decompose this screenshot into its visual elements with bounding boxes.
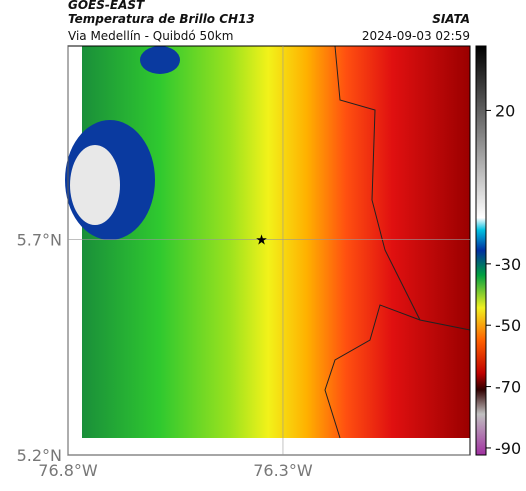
- y-tick-label: 5.7°N: [17, 231, 62, 250]
- station-marker: ★: [255, 233, 268, 249]
- colorbar-tick-label: -50: [495, 316, 521, 335]
- timestamp: 2024-09-03 02:59: [362, 29, 470, 43]
- border: [324, 45, 471, 439]
- subtitle: Via Medellín - Quibdó 50km: [68, 29, 233, 43]
- x-tick-label: 76.8°W: [38, 461, 98, 480]
- source: GOES-EAST: [68, 0, 145, 12]
- credit: SIATA: [432, 12, 470, 26]
- temperature-field: [82, 46, 470, 438]
- x-tick-label: 76.3°W: [253, 461, 313, 480]
- colorbar-tick-label: 20: [495, 101, 515, 120]
- title: Temperatura de Brillo CH13: [68, 12, 255, 26]
- colorbar-tick-label: -30: [495, 255, 521, 274]
- colorbar-tick-label: -70: [495, 378, 521, 397]
- cold-cloud: [140, 46, 180, 74]
- colorbar: [475, 45, 487, 456]
- cold-cloud-core: [70, 145, 120, 225]
- dynamic-layer: 76.8°W 76.3°W 5.2°N 5.7°N ★ 20 -30 -50 -70 -90: [17, 46, 521, 480]
- colorbar-tick-label: -90: [495, 439, 521, 458]
- y-tick-label: 5.2°N: [17, 446, 62, 465]
